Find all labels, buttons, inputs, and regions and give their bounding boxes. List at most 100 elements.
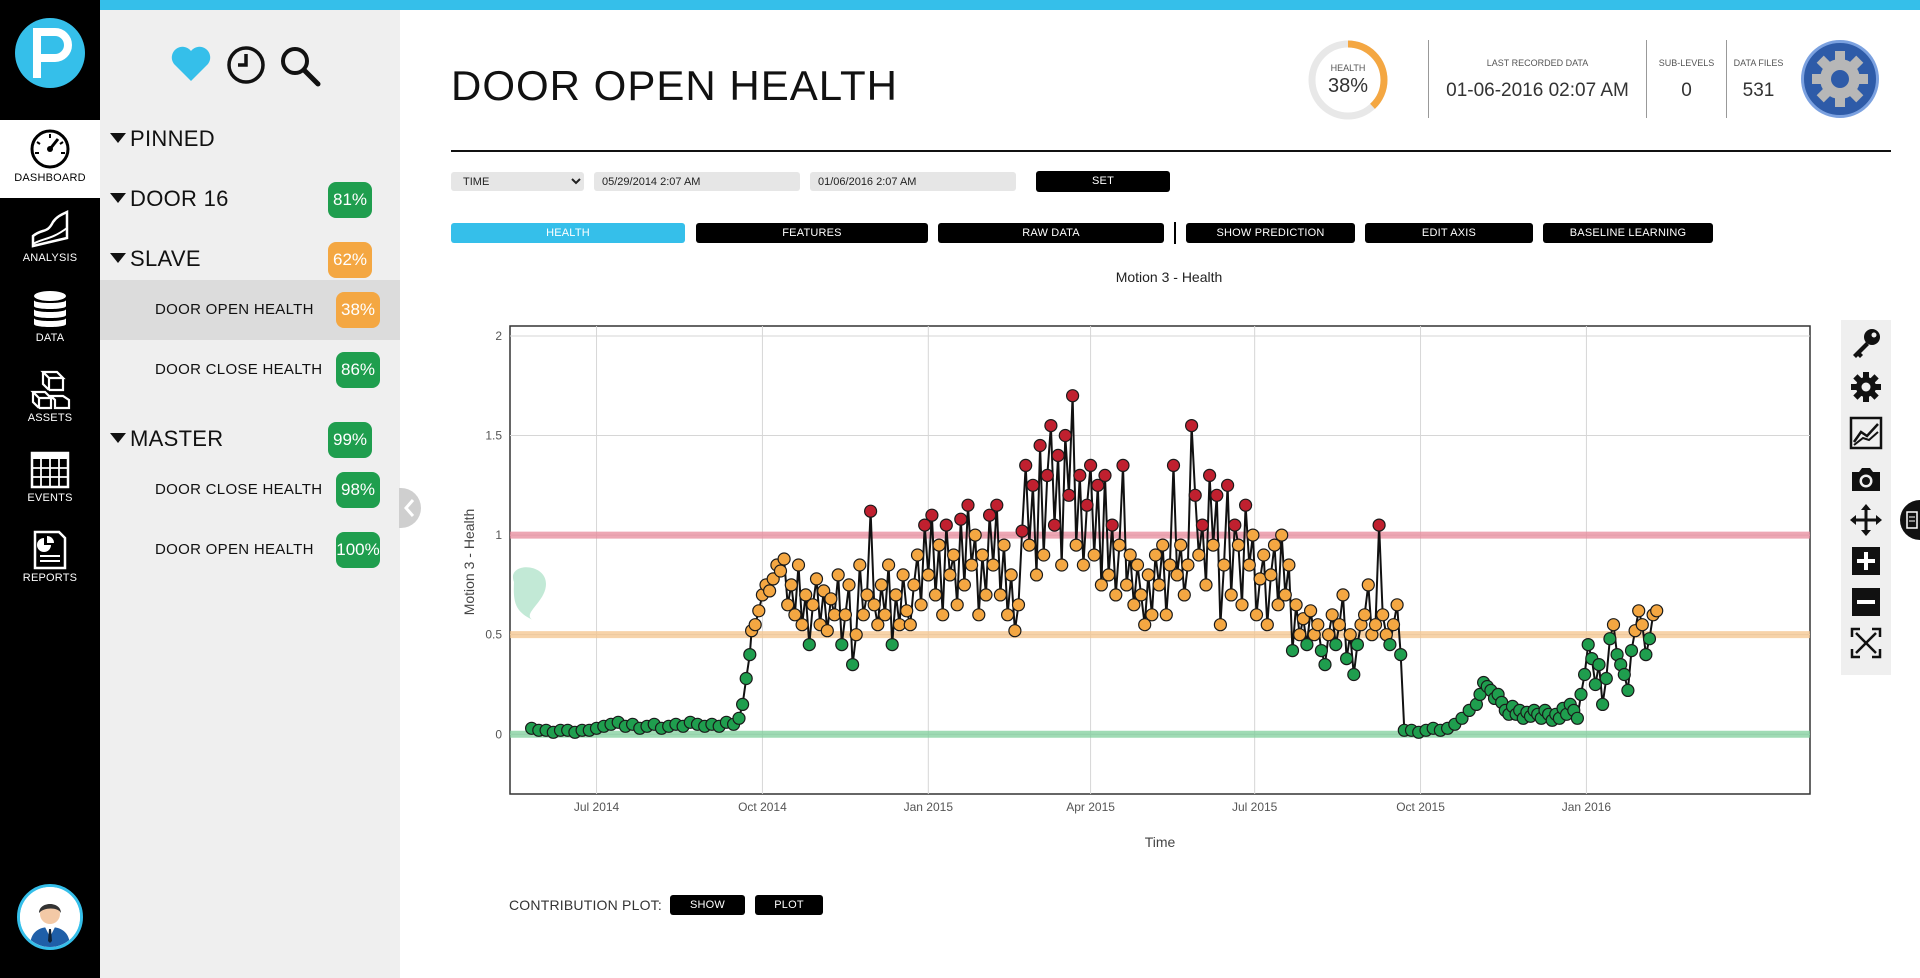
- data-point: [907, 578, 921, 592]
- threshold-lines: [510, 531, 1810, 738]
- data-point: [982, 508, 997, 522]
- data-point: [827, 608, 842, 622]
- data-point: [1080, 498, 1094, 512]
- data-point: [763, 584, 777, 598]
- settings-button[interactable]: [1801, 40, 1879, 118]
- data-point: [1570, 711, 1585, 725]
- page-title: DOOR OPEN HEALTH: [451, 62, 898, 109]
- key-icon[interactable]: [1849, 326, 1883, 360]
- data-point: [1026, 478, 1040, 492]
- data-point: [1163, 558, 1177, 572]
- data-point: [842, 578, 856, 592]
- user-avatar[interactable]: [17, 884, 83, 950]
- data-point: [1264, 568, 1278, 582]
- end-date-input[interactable]: [810, 172, 1016, 191]
- tree-group-label: MASTER: [130, 426, 224, 451]
- data-point: [1213, 618, 1228, 632]
- gear-icon[interactable]: [1849, 370, 1883, 404]
- pan-move-icon[interactable]: [1849, 503, 1883, 537]
- data-point: [1091, 478, 1105, 492]
- contribution-show-button[interactable]: SHOW: [670, 895, 745, 915]
- top-accent-bar: [0, 0, 1920, 10]
- data-point: [1343, 628, 1357, 642]
- data-point: [1300, 638, 1314, 652]
- set-button[interactable]: SET: [1036, 171, 1170, 192]
- y-tick-label: 1: [495, 528, 502, 542]
- data-point: [882, 558, 896, 572]
- y-tick-label: 0: [495, 727, 502, 741]
- data-point: [1293, 628, 1307, 642]
- tree-item-door-open-health[interactable]: DOOR OPEN HEALTH 100%: [100, 520, 400, 580]
- data-point: [853, 558, 867, 572]
- data-point: [1148, 548, 1163, 562]
- data-point: [1303, 604, 1318, 618]
- data-point: [1019, 458, 1033, 472]
- data-point: [864, 504, 878, 518]
- tab-features[interactable]: FEATURES: [696, 223, 928, 243]
- nav-assets[interactable]: ASSETS: [0, 360, 100, 438]
- side-panel-tab[interactable]: [1900, 500, 1920, 540]
- x-axis-label: Time: [1145, 834, 1176, 850]
- tree-group-master[interactable]: MASTER 99%: [108, 416, 400, 464]
- panel-collapse-toggle[interactable]: [399, 488, 421, 528]
- data-point: [781, 598, 795, 612]
- search-icon[interactable]: [278, 44, 322, 93]
- last-recorded-box: LAST RECORDED DATA 01-06-2016 02:07 AM: [1428, 40, 1646, 118]
- data-point: [736, 697, 750, 711]
- data-point: [1231, 538, 1246, 552]
- nav-data[interactable]: DATA: [0, 280, 100, 358]
- x-tick-label: Oct 2014: [738, 800, 787, 814]
- data-point: [1376, 608, 1390, 622]
- nav-reports[interactable]: REPORTS: [0, 520, 100, 598]
- camera-icon[interactable]: [1849, 462, 1883, 496]
- range-mode-select[interactable]: TIME: [451, 172, 584, 191]
- autoscale-icon[interactable]: [1849, 626, 1883, 660]
- caret-down-icon: [110, 253, 126, 263]
- data-point: [961, 498, 975, 512]
- tree-item-door-close-health[interactable]: DOOR CLOSE HEALTH 86%: [100, 340, 400, 400]
- chart-title: Motion 3 - Health: [1116, 269, 1223, 285]
- contribution-plot-button[interactable]: PLOT: [755, 895, 823, 915]
- x-tick-label: Jan 2016: [1562, 800, 1612, 814]
- data-point: [1267, 538, 1282, 552]
- tab-health[interactable]: HEALTH: [451, 223, 685, 243]
- data-point: [1624, 644, 1639, 658]
- zoom-out-icon[interactable]: [1849, 585, 1883, 619]
- tree-group-slave[interactable]: SLAVE 62%: [108, 236, 400, 284]
- data-point: [1000, 608, 1015, 622]
- baseline-learning-button[interactable]: BASELINE LEARNING: [1543, 223, 1713, 243]
- data-point: [1257, 548, 1271, 562]
- last-recorded-label: LAST RECORDED DATA: [1486, 58, 1589, 68]
- data-point: [1390, 598, 1404, 612]
- nav-dashboard[interactable]: DASHBOARD: [0, 120, 100, 198]
- data-point: [1617, 667, 1631, 682]
- nav-events[interactable]: EVENTS: [0, 440, 100, 518]
- show-prediction-button[interactable]: SHOW PREDICTION: [1186, 223, 1355, 243]
- tab-raw-data[interactable]: RAW DATA: [938, 223, 1164, 243]
- edit-axis-button[interactable]: EDIT AXIS: [1365, 223, 1533, 243]
- tree-item-door-close-health[interactable]: DOOR CLOSE HEALTH 98%: [100, 460, 400, 520]
- data-point: [739, 671, 753, 686]
- tree-item-door-open-health[interactable]: DOOR OPEN HEALTH 38%: [100, 280, 400, 340]
- zoom-in-icon[interactable]: [1849, 544, 1883, 578]
- health-chart[interactable]: Motion 3 - Health 0 0.5 1 1.5 2 Jul 2014 Oct …: [451, 262, 1831, 862]
- app-logo[interactable]: [15, 18, 85, 88]
- sublevels-label: SUB-LEVELS: [1658, 58, 1715, 68]
- data-point: [1156, 538, 1170, 552]
- tree-group-pinned[interactable]: PINNED: [108, 116, 400, 164]
- data-point: [1224, 588, 1238, 602]
- data-point: [1083, 458, 1098, 472]
- datafiles-label: DATA FILES: [1733, 58, 1784, 68]
- health-badge: 81%: [328, 182, 372, 218]
- history-clock-icon[interactable]: [225, 44, 267, 91]
- nav-analysis[interactable]: ANALYSIS: [0, 200, 100, 278]
- data-point: [1101, 568, 1116, 582]
- data-point: [972, 608, 986, 622]
- data-point: [874, 578, 888, 592]
- heart-icon[interactable]: [170, 45, 212, 88]
- data-point: [802, 638, 816, 652]
- y-tick-label: 2: [495, 329, 502, 343]
- start-date-input[interactable]: [594, 172, 800, 191]
- tree-group-door16[interactable]: DOOR 16 81%: [108, 176, 400, 224]
- chart-type-icon[interactable]: [1849, 416, 1883, 450]
